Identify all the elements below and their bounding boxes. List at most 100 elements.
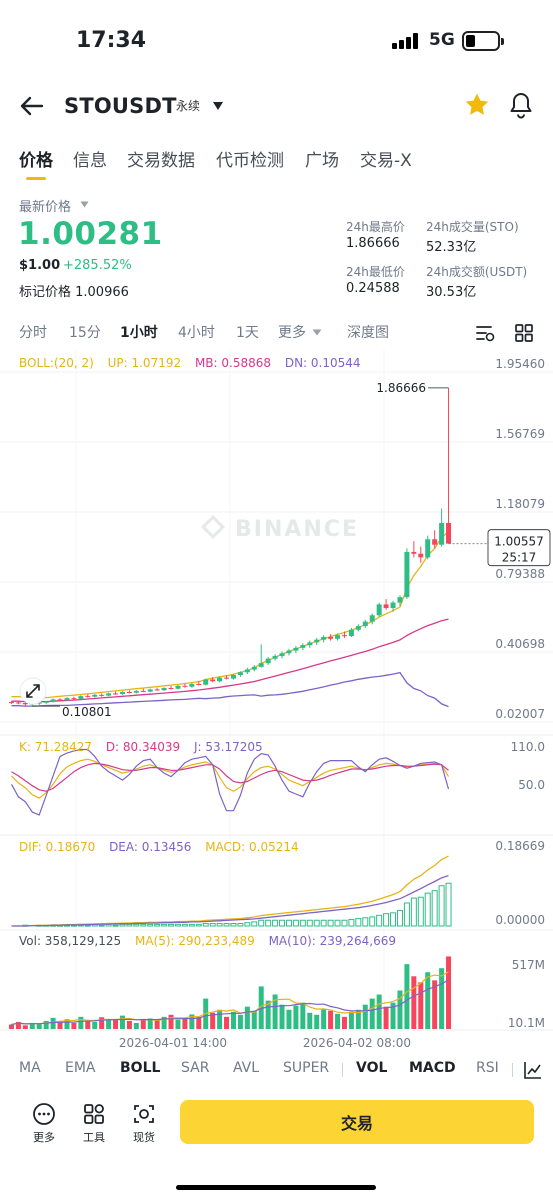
interval-more[interactable]: 更多 [278,325,306,341]
back-arrow-icon[interactable] [18,92,46,120]
tab-trade-x[interactable]: 交易-X [360,151,412,171]
depth-chart-tab[interactable]: 深度图 [347,325,389,341]
interval-time-sharing[interactable]: 分时 [19,325,47,341]
candle-body [293,647,299,651]
macd-histogram-bar [133,923,140,927]
macd-histogram-bar [362,917,369,927]
macd-histogram-bar [438,885,445,927]
candle-body [71,698,77,700]
kline-chart[interactable]: BINANCE 1.95460 1.56769 1.18079 0.79388 0.40… [0,350,553,1055]
latest-price-dropdown-icon[interactable] [80,201,89,208]
status-time: 17:34 [76,28,147,53]
kdj-k-value: K: 71.28427 [19,740,92,754]
latest-price-label[interactable]: 最新价格 [19,200,72,215]
price-tick-label: 0.40698 [495,637,545,651]
candle-body [439,522,445,545]
indicator-avl[interactable]: AVL [233,1060,260,1076]
indicator-sar[interactable]: SAR [181,1060,210,1076]
volume-bar [293,1005,299,1029]
volume-panel: 517M 10.1M [8,956,545,1030]
more-button[interactable]: 更多 [24,1102,64,1145]
last-price: 1.00281 [18,216,163,252]
interval-15m[interactable]: 15分 [69,325,101,341]
high-price-label: 1.86666 [376,381,426,395]
macd-histogram-bar [390,912,397,927]
macd-panel: 0.18669 0.00000 [11,839,545,927]
volume-bar [376,994,382,1029]
volume-bar [64,1019,70,1029]
volume-bar [106,1020,112,1029]
volume-bar [251,1010,257,1029]
macd-tick-label: 0.00000 [495,913,545,927]
tab-token-check[interactable]: 代币检测 [216,151,284,171]
spot-button[interactable]: 现货 [124,1102,164,1145]
time-axis: 2026-04-01 14:00 2026-04-02 08:00 [119,1036,411,1050]
macd-histogram-bar [355,918,362,927]
candle-body [286,650,292,654]
indicator-chart-icon[interactable] [523,1060,543,1080]
volume-bar [85,1020,91,1029]
candle-body [22,703,28,705]
interval-1h[interactable]: 1小时 [120,325,158,341]
volume-bar [425,972,431,1029]
vol-ma10-value: MA(10): 239,264,669 [268,934,396,948]
indicator-rsi[interactable]: RSI [476,1060,499,1076]
volume-bar [348,1011,354,1029]
volume-bar [133,1022,139,1029]
tab-square[interactable]: 广场 [305,151,339,171]
volume-bar [29,1022,35,1029]
indicator-divider [512,1063,513,1077]
macd-histogram-bar [161,923,168,927]
price-tick-label: 0.02007 [495,707,545,721]
kdj-tick-label: 50.0 [518,778,545,792]
chart-grid [0,350,553,1031]
indicator-vol[interactable]: VOL [356,1060,388,1076]
candle-body [258,663,264,667]
volume-bar [8,1024,14,1029]
volume-bar [15,1021,21,1029]
volume-bar [182,1017,188,1029]
trade-button[interactable]: 交易 [180,1100,534,1144]
candle-body [369,615,375,622]
indicator-macd[interactable]: MACD [409,1060,456,1076]
candle-body [390,602,396,609]
favorite-star-icon[interactable] [463,91,491,119]
bell-icon[interactable] [508,91,534,119]
volume-bar [196,1016,202,1029]
candle-body [425,539,431,558]
indicator-boll[interactable]: BOLL [120,1060,161,1076]
signal-icon [392,33,420,49]
tab-trading-data[interactable]: 交易数据 [127,151,195,171]
candle-body [64,698,70,701]
more-dropdown-icon[interactable] [312,329,322,336]
indicator-tabs: MA EMA BOLL SAR AVL SUPER VOL MACD RSI [0,1060,553,1084]
layout-grid-icon[interactable] [513,322,535,344]
kdj-legend: K: 71.28427 D: 80.34039 J: 53.17205 [19,740,273,754]
candle-body [335,635,341,639]
high-24h-label: 24h最高价 [346,220,405,234]
kdj-k-line [11,758,450,799]
symbol-title[interactable]: STOUSDT [64,94,177,118]
symbol-dropdown-icon[interactable] [212,101,224,111]
indicator-super[interactable]: SUPER [283,1060,330,1076]
macd-histogram-bar [181,923,188,927]
candle-body [8,702,14,704]
volume-bar [411,976,417,1029]
tools-button[interactable]: 工具 [74,1102,114,1145]
indicator-ema[interactable]: EMA [65,1060,96,1076]
volume-bar [99,1017,105,1029]
interval-1d[interactable]: 1天 [236,325,259,341]
tab-info[interactable]: 信息 [73,151,107,171]
candle-body [217,677,223,682]
candle-countdown: 25:17 [502,551,537,565]
interval-4h[interactable]: 4小时 [178,325,215,341]
tab-price[interactable]: 价格 [19,151,53,171]
macd-histogram-bar [223,923,230,927]
indicator-ma[interactable]: MA [19,1060,41,1076]
chart-settings-icon[interactable] [474,322,496,344]
macd-histogram-bar [403,902,410,927]
candle-body [113,693,119,695]
expand-icon [19,677,47,705]
bottom-action-bar: 更多 工具 现货 交易 [0,1096,553,1156]
volume-bar [147,1018,153,1029]
